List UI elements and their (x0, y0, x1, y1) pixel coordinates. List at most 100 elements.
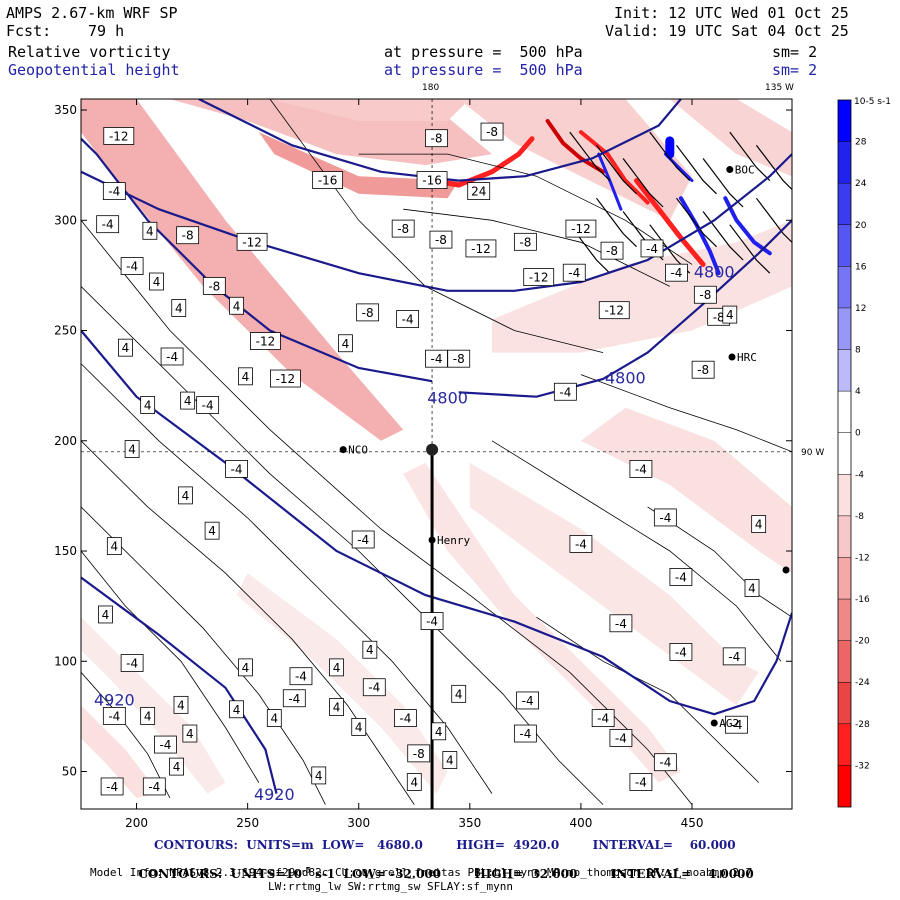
vorticity-label-box (229, 296, 244, 315)
vorticity-label-box (600, 241, 624, 260)
vorticity-label: -4 (120, 654, 144, 672)
vorticity-label-text: -4 (615, 731, 627, 745)
vorticity-label: 4 (169, 757, 184, 776)
vorticity-contour-line (81, 363, 493, 794)
vorticity-label: -4 (665, 263, 688, 282)
vorticity-contour-line (702, 158, 744, 208)
vorticity-label-box (447, 349, 471, 368)
vorticity-label: -8 (391, 219, 415, 238)
colorbar-label: -32 (855, 761, 870, 771)
vorticity-label-text: -4 (615, 617, 627, 631)
vorticity-label-box (722, 647, 746, 666)
colorbar-label: 8 (855, 346, 861, 356)
vorticity-label-box (351, 530, 375, 549)
y-tick-label: 300 (54, 213, 77, 227)
colorbar-unit-label: 10-5 s-1 (854, 97, 891, 107)
vorticity-label-box (513, 232, 537, 251)
vorticity-label-text: 4 (233, 703, 241, 717)
vorticity-label-text: 4 (755, 518, 763, 532)
vorticity-label-box (356, 303, 380, 322)
colorbar-label: -12 (855, 553, 870, 563)
y-tick-label: 250 (54, 324, 77, 338)
vorticity-label-text: 4 (270, 712, 278, 726)
vorticity-label: -8 (202, 277, 226, 295)
vorticity-label-text: -8 (486, 125, 498, 139)
vorticity-label-box (669, 568, 693, 586)
height-contour-label: 4920 (94, 690, 135, 709)
vorticity-label: -4 (282, 689, 306, 708)
vorticity-label-text: 4 (748, 582, 756, 596)
vorticity-filament (723, 196, 772, 256)
vorticity-label-text: -8 (606, 244, 618, 258)
forecast-hour-label: Fcst: (6, 22, 52, 40)
vorticity-label-text: -8 (362, 306, 374, 320)
vorticity-label-text: -4 (126, 260, 138, 274)
colorbar-label: -20 (855, 637, 870, 647)
model-info-2: LW:rrtmg_lw SW:rrtmg_sw SFLAY:sf_mynn (268, 880, 514, 893)
vorticity-label-text: -4 (231, 462, 243, 476)
vorticity-label-box (238, 658, 253, 677)
colorbar-label: 0 (855, 429, 861, 439)
vorticity-contour-line (755, 144, 792, 191)
vorticity-label: -4 (100, 777, 124, 796)
colorbar-label: 28 (855, 138, 867, 148)
vorticity-contour-line (580, 374, 792, 453)
vorticity-contour-line (81, 506, 326, 805)
vorticity-label-text: 4 (355, 720, 363, 734)
vorticity-label-text: 4 (175, 301, 183, 315)
vorticity-label: -4 (396, 310, 420, 328)
vorticity-label-text: 4 (455, 687, 463, 701)
vorticity-label: 4 (178, 486, 193, 505)
vorticity-contour-line (596, 197, 637, 248)
vorticity-label-box (100, 777, 124, 796)
contours-info-vorticity: CONTOURS: UNITS=10-5 s-1 LOW= -32.000 HI… (130, 851, 754, 881)
vorticity-contour-line (81, 220, 693, 805)
vorticity-label: -8 (691, 360, 715, 379)
vorticity-contour-line (81, 672, 171, 799)
vorticity-label-box (425, 129, 448, 148)
vorticity-label-box (691, 360, 715, 379)
vorticity-label-text: -4 (108, 709, 120, 723)
vorticity-label-box (722, 305, 738, 324)
vorticity-label-box (407, 744, 431, 763)
vorticity-contour-line (729, 131, 771, 182)
vorticity-contour-line (403, 208, 670, 287)
colorbar-segment (838, 183, 851, 225)
vorticity-label: -8 (600, 241, 624, 260)
vorticity-label-text: -4 (670, 266, 682, 280)
vorticity-label-box (640, 239, 664, 258)
height-contour-label: 4800 (605, 368, 646, 387)
vorticity-label-text: -8 (413, 747, 425, 761)
vorticity-label-text: -4 (402, 312, 414, 326)
vorticity-label-box (102, 182, 126, 201)
vorticity-contour-line (358, 153, 693, 265)
vorticity-label: -4 (669, 568, 693, 586)
vorticity-label-box (751, 515, 767, 533)
vorticity-label-box (420, 612, 444, 630)
contours-vort-post: s-1 LOW= -32.000 HIGH= 32.000 INTERVAL= … (310, 867, 754, 881)
vorticity-label-box (142, 221, 158, 240)
vorticity-label: 4 (229, 700, 244, 719)
vorticity-label-text: -4 (295, 670, 307, 684)
vorticity-contour-line (491, 440, 782, 662)
vorticity-label-box (169, 757, 184, 776)
vorticity-label-box (96, 215, 120, 234)
vorticity-shade-band (258, 132, 459, 199)
vorticity-label-text: 4 (128, 443, 136, 457)
vorticity-label-text: 4 (333, 701, 341, 715)
model-info: Model Info: MPASv8.2.3-194-gf29cd82c CU:… (90, 866, 753, 879)
pressure-level-1: at pressure = 500 hPa (384, 43, 583, 61)
vorticity-label-text: -12 (256, 335, 276, 349)
x-tick-label: 400 (569, 816, 592, 830)
vorticity-label: 4 (431, 722, 447, 741)
vorticity-label: -4 (154, 735, 177, 754)
colorbar-segment (838, 432, 851, 475)
vorticity-label-box (160, 347, 184, 366)
station-marker (728, 353, 736, 361)
vorticity-label-text: 4 (333, 661, 341, 675)
colorbar-segment (838, 224, 851, 267)
vorticity-label-box (362, 640, 378, 659)
vorticity-contour-line (536, 616, 759, 783)
x-tick-label: 250 (236, 816, 259, 830)
